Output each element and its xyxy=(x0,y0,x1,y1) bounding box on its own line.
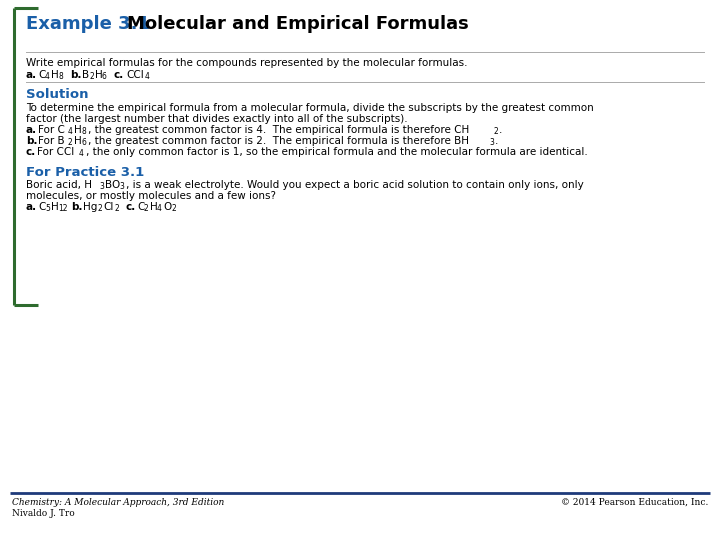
Text: c.: c. xyxy=(26,147,36,157)
Text: 4: 4 xyxy=(79,149,84,158)
Text: C: C xyxy=(137,202,145,212)
Text: a.: a. xyxy=(26,70,37,80)
Text: C: C xyxy=(38,70,45,80)
Text: a.: a. xyxy=(26,125,37,135)
Text: 5: 5 xyxy=(45,204,50,213)
Text: .: . xyxy=(495,136,498,146)
Text: For B: For B xyxy=(38,136,65,146)
Text: c.: c. xyxy=(125,202,135,212)
Text: b.: b. xyxy=(71,202,83,212)
Text: .: . xyxy=(499,125,503,135)
Text: Nivaldo J. Tro: Nivaldo J. Tro xyxy=(12,509,75,518)
Text: Example 3.1: Example 3.1 xyxy=(26,15,150,33)
Text: B: B xyxy=(82,70,89,80)
Text: a.: a. xyxy=(26,202,37,212)
Text: c.: c. xyxy=(114,70,125,80)
Text: For Practice 3.1: For Practice 3.1 xyxy=(26,166,144,179)
Text: Chemistry: A Molecular Approach, 3rd Edition: Chemistry: A Molecular Approach, 3rd Edi… xyxy=(12,498,224,507)
Text: Solution: Solution xyxy=(26,88,89,101)
Text: 4: 4 xyxy=(45,72,50,81)
Text: CCl: CCl xyxy=(126,70,144,80)
Text: Boric acid, H: Boric acid, H xyxy=(26,180,92,190)
Text: 3: 3 xyxy=(119,182,124,191)
Text: Molecular and Empirical Formulas: Molecular and Empirical Formulas xyxy=(127,15,469,33)
Text: 4: 4 xyxy=(68,127,73,136)
Text: H: H xyxy=(74,136,82,146)
Text: 2: 2 xyxy=(493,127,498,136)
Text: H: H xyxy=(95,70,103,80)
Text: To determine the empirical formula from a molecular formula, divide the subscrip: To determine the empirical formula from … xyxy=(26,103,594,113)
Text: 2: 2 xyxy=(89,72,94,81)
Text: O: O xyxy=(163,202,171,212)
Text: , the greatest common factor is 4.  The empirical formula is therefore CH: , the greatest common factor is 4. The e… xyxy=(88,125,469,135)
Text: b.: b. xyxy=(26,136,37,146)
Text: 8: 8 xyxy=(58,72,63,81)
Text: 8: 8 xyxy=(81,127,86,136)
Text: factor (the largest number that divides exactly into all of the subscripts).: factor (the largest number that divides … xyxy=(26,114,408,124)
Text: 2: 2 xyxy=(144,204,149,213)
Text: 4: 4 xyxy=(157,204,162,213)
Text: H: H xyxy=(51,70,59,80)
Text: H: H xyxy=(51,202,59,212)
Text: 2: 2 xyxy=(171,204,176,213)
Text: Write empirical formulas for the compounds represented by the molecular formulas: Write empirical formulas for the compoun… xyxy=(26,58,467,68)
Text: BO: BO xyxy=(105,180,120,190)
Text: H: H xyxy=(74,125,82,135)
Text: 6: 6 xyxy=(102,72,107,81)
Text: , the greatest common factor is 2.  The empirical formula is therefore BH: , the greatest common factor is 2. The e… xyxy=(88,136,469,146)
Text: 6: 6 xyxy=(81,138,86,147)
Text: 2: 2 xyxy=(115,204,120,213)
Text: 3: 3 xyxy=(99,182,104,191)
Text: molecules, or mostly molecules and a few ions?: molecules, or mostly molecules and a few… xyxy=(26,191,276,201)
Text: © 2014 Pearson Education, Inc.: © 2014 Pearson Education, Inc. xyxy=(561,498,708,507)
Text: For CCl: For CCl xyxy=(37,147,74,157)
Text: 2: 2 xyxy=(68,138,73,147)
Text: , the only common factor is 1, so the empirical formula and the molecular formul: , the only common factor is 1, so the em… xyxy=(86,147,588,157)
Text: , is a weak electrolyte. Would you expect a boric acid solution to contain only : , is a weak electrolyte. Would you expec… xyxy=(126,180,584,190)
Text: 3: 3 xyxy=(489,138,494,147)
Text: Cl: Cl xyxy=(103,202,113,212)
Text: H: H xyxy=(150,202,158,212)
Text: For C: For C xyxy=(38,125,65,135)
Text: Hg: Hg xyxy=(83,202,97,212)
Text: 4: 4 xyxy=(145,72,150,81)
Text: 2: 2 xyxy=(97,204,102,213)
Text: C: C xyxy=(38,202,45,212)
Text: b.: b. xyxy=(70,70,81,80)
Text: 12: 12 xyxy=(58,204,68,213)
